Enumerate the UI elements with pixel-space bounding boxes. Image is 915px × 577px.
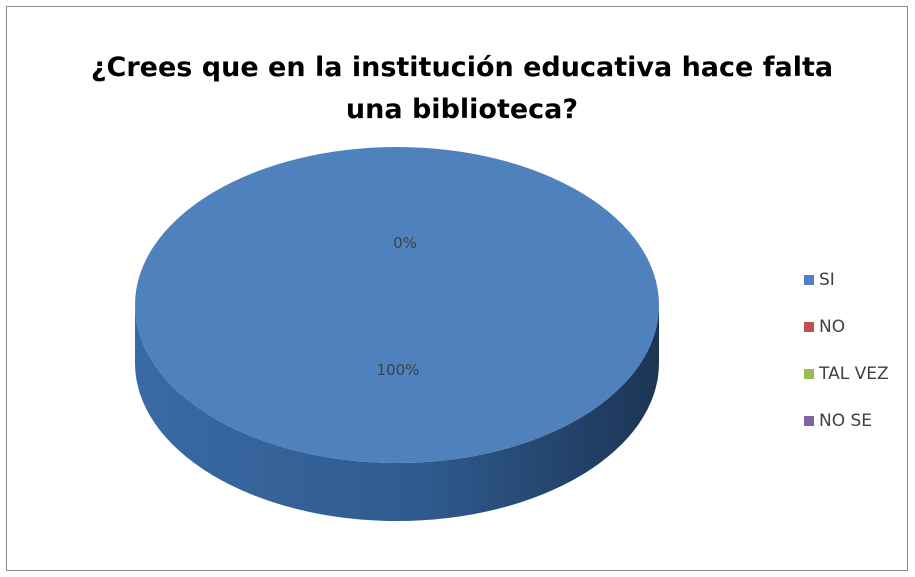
legend-swatch-tal-vez [804,368,814,379]
legend-swatch-no-se [804,415,814,426]
legend-swatch-no [804,321,814,332]
legend-item-si: SI [804,268,904,291]
legend-label-no-se: NO SE [819,410,873,431]
legend-label-si: SI [819,269,835,290]
legend-label-tal-vez: TAL VEZ [819,363,889,384]
legend-swatch-si [804,274,814,285]
chart-title-line-2: una biblioteca? [345,94,579,125]
pie-slice-si [135,147,659,463]
legend-label-no: NO [819,316,846,337]
legend-item-tal-vez: TAL VEZ [804,362,904,385]
legend-item-no: NO [804,315,904,338]
legend-item-no-se: NO SE [804,409,904,432]
pie-side [135,305,659,521]
chart-legend: SI NO TAL VEZ NO SE [804,268,904,456]
data-label-100-percent: 100% [377,361,420,379]
data-label-0-percent: 0% [393,234,417,252]
chart-title: ¿Crees que en la institución educativa h… [67,47,857,131]
chart-title-line-1: ¿Crees que en la institución educativa h… [90,52,834,83]
